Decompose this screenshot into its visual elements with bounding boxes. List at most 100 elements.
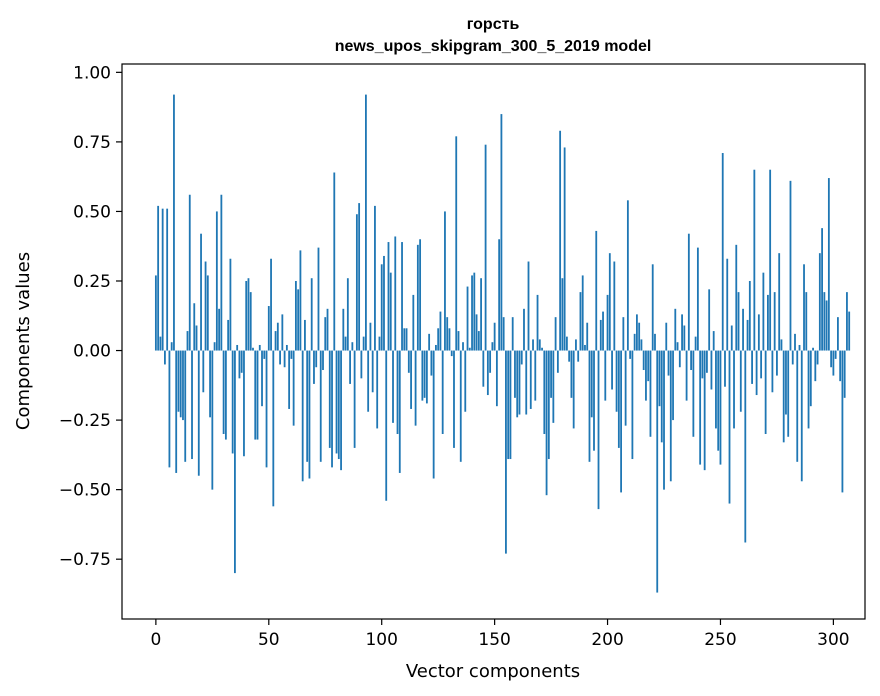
bar	[308, 350, 311, 479]
y-axis: −0.75 −0.50 −0.25 0.00 0.25 0.50 0.75 1.00	[59, 63, 122, 570]
bar	[837, 317, 839, 351]
bar	[495, 350, 498, 407]
bar	[170, 342, 173, 351]
y-tick-label: −0.50	[59, 481, 111, 501]
bar	[532, 339, 534, 351]
bar	[744, 350, 747, 543]
bar	[358, 203, 361, 351]
bar	[626, 200, 629, 351]
bar	[518, 350, 521, 415]
bar	[184, 350, 187, 462]
bar	[502, 317, 505, 351]
bar	[561, 278, 564, 351]
bar	[367, 350, 370, 412]
bar	[796, 350, 799, 462]
bar	[493, 322, 496, 351]
bar	[236, 344, 239, 351]
x-tick-label: 150	[478, 630, 510, 650]
bar	[396, 350, 399, 434]
bar	[839, 350, 842, 382]
bar	[315, 350, 318, 368]
bar	[827, 178, 830, 351]
bar	[654, 333, 656, 351]
bar	[701, 350, 704, 379]
bar	[360, 350, 363, 379]
y-tick-label: 1.00	[73, 63, 111, 83]
bar	[179, 350, 182, 418]
bar	[769, 169, 772, 351]
bar	[342, 308, 345, 351]
bar	[575, 339, 577, 351]
bar	[516, 350, 519, 418]
bar	[304, 319, 306, 351]
bar	[748, 280, 751, 351]
bar	[328, 350, 331, 448]
bar	[459, 350, 462, 462]
bar	[728, 350, 731, 504]
bar	[482, 350, 485, 387]
chart-title: горсть	[467, 16, 520, 33]
bar	[568, 350, 571, 362]
bar	[746, 319, 749, 351]
bar	[602, 311, 604, 351]
bar	[595, 230, 598, 351]
bar	[511, 317, 514, 351]
bar	[780, 339, 783, 351]
bar	[279, 350, 281, 365]
bar	[719, 350, 722, 465]
bar	[405, 328, 408, 351]
bar	[435, 344, 437, 351]
bar	[326, 308, 329, 351]
bar	[552, 350, 555, 423]
bar	[218, 308, 221, 351]
bar	[306, 350, 309, 462]
bar	[209, 350, 211, 418]
bar	[333, 172, 336, 351]
bar	[606, 294, 609, 351]
bar	[365, 94, 367, 351]
bar	[755, 350, 758, 396]
bar	[669, 350, 672, 482]
bar	[319, 350, 322, 462]
bar	[243, 350, 245, 457]
bar	[498, 239, 501, 351]
bar	[525, 350, 528, 415]
bar	[444, 211, 446, 351]
bar	[733, 350, 735, 429]
bar	[202, 350, 205, 393]
bar	[245, 280, 248, 351]
bar	[301, 350, 304, 482]
bar	[611, 350, 613, 390]
bar	[337, 350, 340, 460]
bar	[577, 350, 580, 362]
bar	[690, 350, 693, 371]
bar	[247, 278, 250, 351]
bar	[760, 350, 763, 379]
bar	[541, 347, 543, 351]
bar	[197, 350, 200, 476]
bar	[703, 350, 706, 471]
bar	[807, 350, 810, 429]
bar	[830, 350, 833, 368]
bar	[514, 350, 516, 398]
bar	[407, 350, 410, 373]
bar	[419, 239, 422, 351]
bar	[224, 350, 227, 440]
bars-group	[154, 94, 851, 593]
bar	[613, 261, 616, 351]
x-tick-label: 50	[258, 630, 280, 650]
bar	[376, 350, 379, 429]
bar	[351, 342, 354, 351]
bar	[841, 350, 844, 493]
bar	[475, 314, 478, 351]
bar	[317, 247, 320, 351]
y-axis-label: Components values	[13, 252, 34, 430]
bar	[757, 314, 760, 351]
bar	[340, 350, 342, 471]
bar	[787, 350, 790, 437]
bar	[624, 350, 627, 426]
bar	[403, 328, 406, 351]
bar	[362, 336, 365, 351]
bar	[398, 350, 401, 473]
